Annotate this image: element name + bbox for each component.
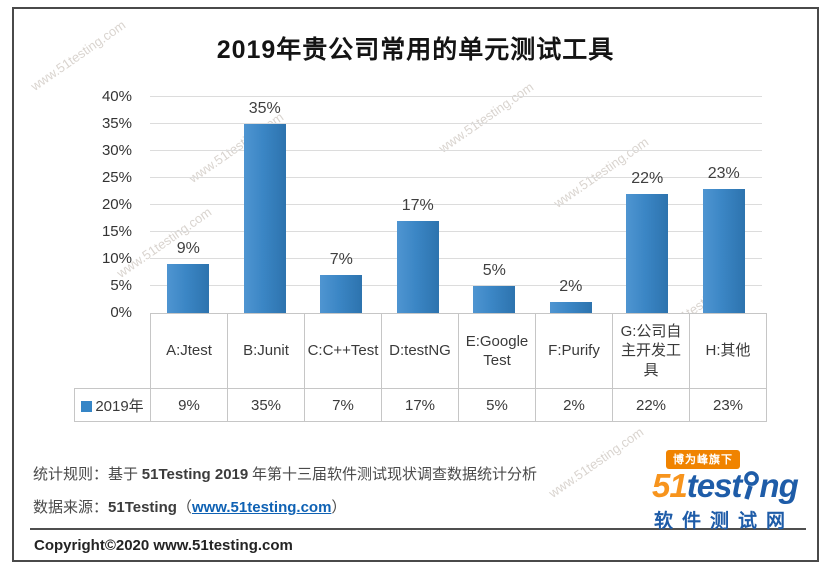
gridline (150, 150, 762, 151)
logo-brand-test: test (686, 467, 743, 504)
category-header-cell: B:Junit (227, 313, 305, 389)
bar-value-label: 22% (631, 170, 664, 188)
gridline (150, 258, 762, 259)
footer-stat-rule-suffix: 年第十三届软件测试现状调查数据统计分析 (248, 467, 537, 483)
logo-subtitle: 软件测试网 (654, 510, 795, 532)
footer-paren-open: （ (176, 500, 192, 516)
y-axis-tick-label: 30% (101, 142, 132, 159)
bar-D:testNG (396, 221, 439, 313)
category-header-cell: H:其他 (689, 313, 767, 389)
bar-value-label: 9% (176, 240, 200, 258)
category-header-cell: G:公司自主开发工具 (612, 313, 690, 389)
magnifier-icon (742, 471, 760, 501)
footer-stat-rule-strong: 51Testing 2019 (141, 466, 249, 483)
gridline (150, 285, 762, 286)
value-cell: 35% (227, 388, 305, 422)
footer-source-brand: 51Testing (108, 499, 177, 516)
gridline (150, 177, 762, 178)
value-cell: 2% (535, 388, 613, 422)
footer-stat-rule-prefix: 基于 (108, 467, 142, 483)
legend-cell: 2019年 (74, 388, 151, 422)
value-cell: 23% (689, 388, 767, 422)
bar-value-label: 23% (707, 164, 740, 182)
category-header-row: A:Jtest B:Junit C:C++Test D:testNG E:Google … (75, 313, 767, 389)
bar-A:Jtest (167, 264, 210, 313)
bar-value-label: 35% (248, 100, 281, 117)
y-axis-tick-label: 0% (110, 304, 132, 321)
logo-51testing: 博为峰旗下 51test ng 软件测试网 (652, 450, 824, 533)
copyright-text: Copyright©2020 www.51testing.com (34, 537, 293, 554)
data-table: A:Jtest B:Junit C:C++Test D:testNG E:Google … (74, 313, 767, 422)
bar-value-label: 17% (401, 197, 434, 215)
table-spacer-cell (75, 314, 151, 389)
y-axis-tick-label: 10% (101, 250, 132, 267)
footer-stat-rule-label: 统计规则： (33, 467, 109, 483)
logo-brand: 51test ng (652, 467, 824, 504)
footer-stat-rule-line: 统计规则：基于 51Testing 2019 年第十三届软件测试现状调查数据统计… (33, 463, 537, 484)
y-axis-tick-label: 40% (101, 88, 132, 105)
value-cell: 5% (458, 388, 536, 422)
category-header-cell: D:testNG (381, 313, 459, 389)
value-cell: 9% (150, 388, 228, 422)
value-cell: 7% (304, 388, 382, 422)
bar-F:Purify (549, 302, 592, 313)
y-axis-tick-label: 15% (101, 223, 132, 240)
bar-B:Junit (243, 124, 286, 313)
bar-C:C++Test (320, 275, 363, 313)
gridline (150, 96, 762, 97)
bar-value-label: 5% (482, 262, 506, 279)
bar-E:Google Test (473, 286, 516, 313)
gridline (150, 204, 762, 205)
legend-label: 2019年 (95, 397, 144, 415)
y-axis: 0% 5% 10% 15% 20% 25% 30% 35% 40% (92, 88, 140, 321)
bar-H:其他 (702, 188, 745, 313)
footer-paren-close: ） (331, 500, 347, 516)
footer-source-label: 数据来源： (33, 500, 109, 516)
gridline (150, 123, 762, 124)
value-cell: 17% (381, 388, 459, 422)
y-axis-tick-label: 5% (110, 277, 132, 294)
category-header-cell: A:Jtest (150, 313, 228, 389)
bar-G:公司自主开发工具 (626, 194, 669, 313)
footer-link[interactable]: www.51testing.com (191, 499, 332, 516)
value-cell: 22% (612, 388, 690, 422)
footer-divider (30, 528, 806, 530)
value-row: 2019年 9% 35% 7% 17% 5% 2% 22% 23% (74, 388, 767, 422)
category-header-cell: E:Google Test (458, 313, 536, 389)
logo-brand-51: 51 (652, 467, 688, 504)
logo-badge: 博为峰旗下 (666, 450, 740, 469)
y-axis-tick-label: 25% (101, 169, 132, 186)
logo-brand-ng: ng (759, 467, 798, 504)
bar-value-label: 2% (559, 278, 583, 296)
chart-title: 2019年贵公司常用的单元测试工具 (216, 36, 615, 64)
gridline (150, 231, 762, 232)
category-header-cell: F:Purify (535, 313, 613, 389)
legend-marker-icon (81, 400, 93, 412)
footer-source-line: 数据来源：51Testing（www.51testing.com） (33, 496, 346, 517)
category-header-cell: C:C++Test (304, 313, 382, 389)
y-axis-tick-label: 35% (101, 115, 132, 132)
plot-area: 9% 35% 7% 17% 5% 2% 22% 23% (150, 96, 762, 313)
bar-value-label: 7% (329, 251, 353, 269)
y-axis-tick-label: 20% (101, 196, 132, 213)
